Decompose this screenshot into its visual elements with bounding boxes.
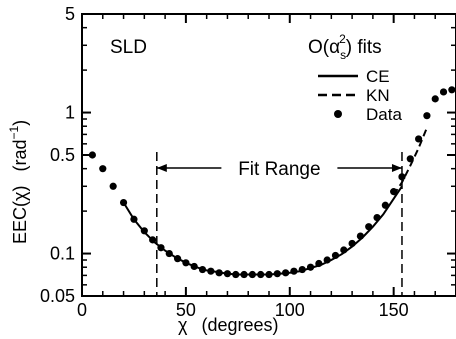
- data-point: [439, 88, 448, 96]
- data-point: [99, 165, 107, 173]
- data-point: [415, 135, 423, 143]
- legend-label-data: Data: [366, 105, 402, 124]
- x-tick-label: 150: [379, 300, 409, 320]
- x-axis-label: χ (degrees): [178, 315, 279, 335]
- y-tick-label: 0.5: [50, 145, 75, 165]
- svg-text:EEC(χ)(rad−1): EEC(χ)(rad−1): [7, 120, 30, 244]
- y-tick-label: 0.1: [50, 244, 75, 264]
- y-axis-label: EEC(χ)(rad−1): [7, 120, 30, 244]
- legend-marker-data: [334, 110, 342, 118]
- fit-range-arrowhead-left: [156, 164, 167, 172]
- x-tick-label: 0: [77, 300, 87, 320]
- series-line-ce: [122, 185, 403, 276]
- x-tick-label: 100: [275, 300, 305, 320]
- y-tick-label: 1: [65, 103, 75, 123]
- y-tick-label: 0.05: [40, 286, 75, 306]
- data-point: [431, 95, 439, 103]
- legend-label-ce: CE: [366, 67, 390, 86]
- data-point: [398, 173, 406, 181]
- data-point: [88, 151, 96, 159]
- series-line-kn: [392, 127, 428, 196]
- fit-range-label: Fit Range: [238, 159, 320, 180]
- sld-annotation: SLD: [110, 37, 147, 58]
- legend-label-kn: KN: [366, 86, 390, 105]
- data-point: [423, 112, 431, 120]
- y-tick-label: 5: [65, 4, 75, 24]
- legend-title: O(αs2) fits: [308, 32, 382, 62]
- fit-range-arrowhead-right: [391, 164, 402, 172]
- x-tick-label: 50: [176, 300, 196, 320]
- data-point: [448, 86, 456, 94]
- data-point: [109, 182, 117, 190]
